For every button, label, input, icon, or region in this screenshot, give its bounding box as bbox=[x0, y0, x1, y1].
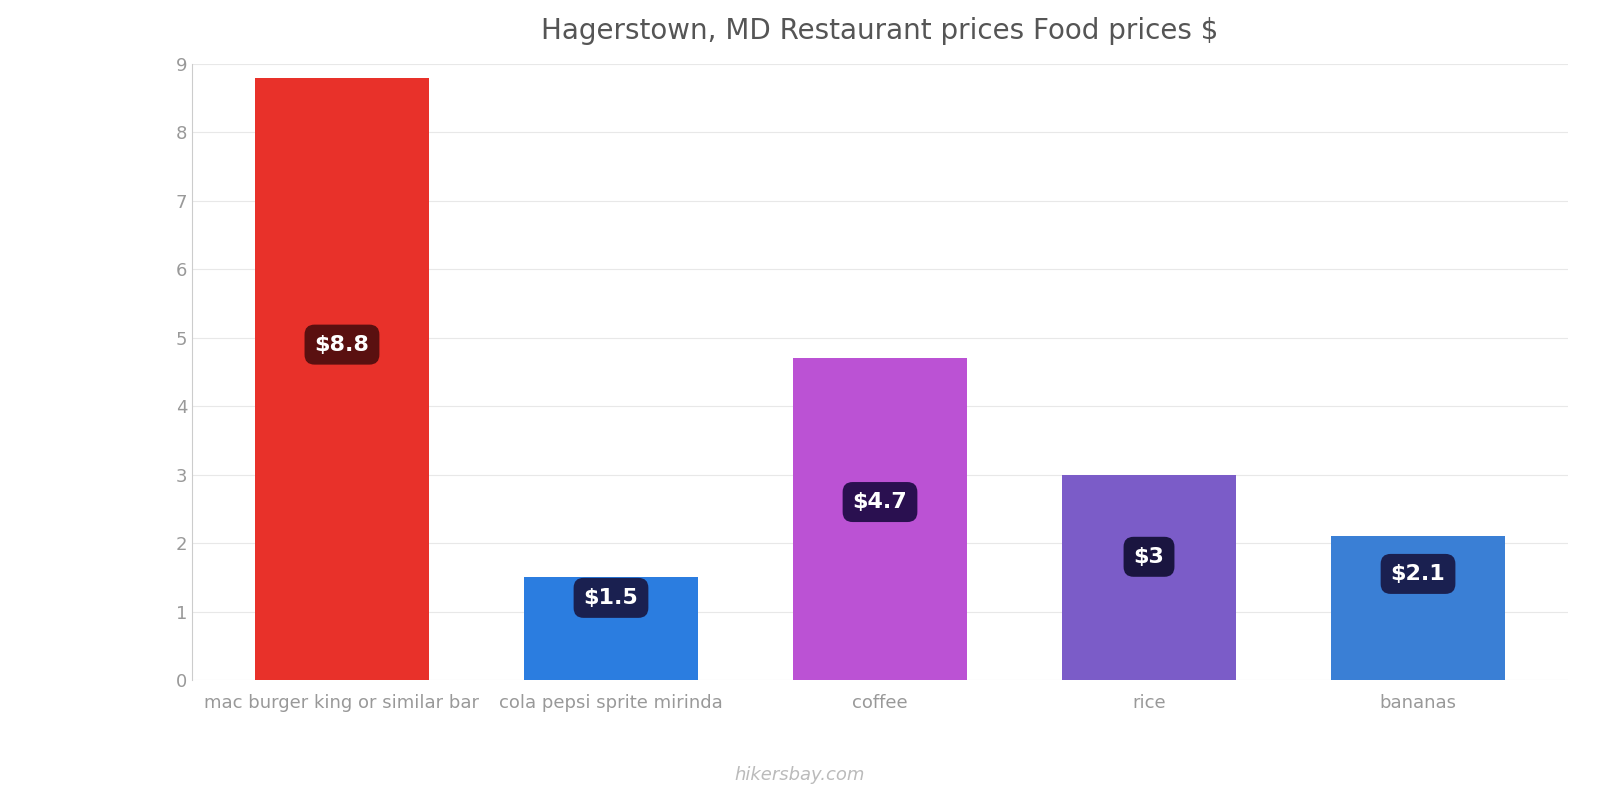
Text: $3: $3 bbox=[1133, 547, 1165, 566]
Text: $8.8: $8.8 bbox=[315, 334, 370, 354]
Text: hikersbay.com: hikersbay.com bbox=[734, 766, 866, 784]
Title: Hagerstown, MD Restaurant prices Food prices $: Hagerstown, MD Restaurant prices Food pr… bbox=[541, 17, 1219, 45]
Bar bbox=[254, 78, 429, 680]
Text: $2.1: $2.1 bbox=[1390, 564, 1445, 584]
Bar bbox=[792, 358, 968, 680]
Bar bbox=[523, 578, 699, 680]
Text: $4.7: $4.7 bbox=[853, 492, 907, 512]
Text: $1.5: $1.5 bbox=[584, 588, 638, 608]
Bar bbox=[1331, 536, 1506, 680]
Bar bbox=[1061, 474, 1237, 680]
